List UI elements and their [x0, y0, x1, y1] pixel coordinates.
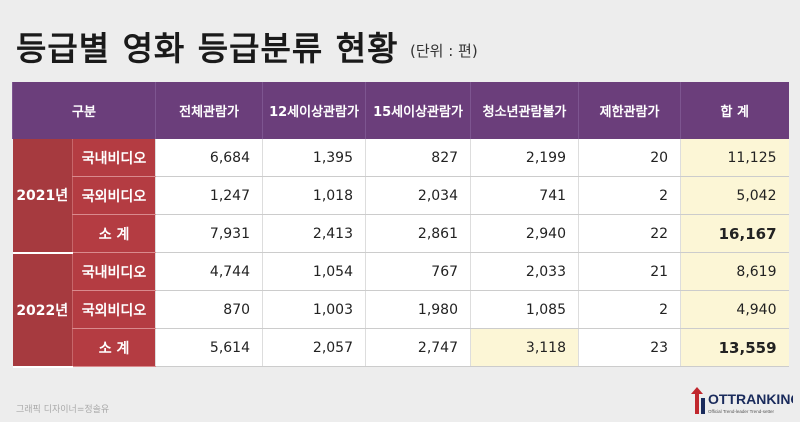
table-cell: 2 [578, 176, 681, 215]
table-row: 국외비디오 870 1,003 1,980 1,085 2 4,940 [13, 290, 789, 329]
table-cell: 1,018 [262, 176, 366, 215]
table-cell: 7,931 [155, 214, 263, 253]
logo-tagline: Official Trend-leader Trend-setter [708, 409, 774, 414]
table-cell: 741 [470, 176, 579, 215]
table-cell: 4,940 [680, 290, 789, 329]
table-cell: 1,395 [262, 139, 366, 177]
column-header: 구분 [11, 82, 156, 139]
column-header: 15세이상관람가 [365, 82, 471, 139]
table-row: 국외비디오 1,247 1,018 2,034 741 2 5,042 [13, 176, 789, 215]
row-label: 소 계 [71, 214, 156, 253]
table-cell: 21 [578, 252, 681, 291]
table-cell: 23 [578, 328, 681, 367]
column-header: 전체관람가 [155, 82, 263, 139]
table-cell: 1,054 [262, 252, 366, 291]
logo-arrow [691, 387, 703, 414]
data-table: 구분 전체관람가 12세이상관람가 15세이상관람가 청소년관람불가 제한관람가 합 계 2… [11, 82, 789, 368]
table-cell: 13,559 [680, 328, 789, 367]
table-cell: 6,684 [155, 139, 263, 177]
table-cell: 2,034 [365, 176, 471, 215]
row-label: 소 계 [71, 328, 156, 367]
table-cell: 11,125 [680, 139, 789, 177]
column-header: 합 계 [680, 82, 789, 139]
table-cell: 1,085 [470, 290, 579, 329]
column-header: 12세이상관람가 [262, 82, 366, 139]
table-cell: 16,167 [680, 214, 789, 253]
table-cell: 2,199 [470, 139, 579, 177]
table-cell: 870 [155, 290, 263, 329]
table-cell: 5,042 [680, 176, 789, 215]
table-row: 소 계 5,614 2,057 2,747 3,118 23 13,559 [13, 328, 789, 367]
table-cell: 767 [365, 252, 471, 291]
table-body: 2021년 국내비디오 6,684 1,395 827 2,199 20 11,125 국외비디… [12, 139, 789, 368]
table-cell: 1,980 [365, 290, 471, 329]
table-cell: 2,940 [470, 214, 579, 253]
table-cell: 2,747 [365, 328, 471, 367]
table-cell: 2,861 [365, 214, 471, 253]
column-header: 청소년관람불가 [470, 82, 579, 139]
table-cell: 827 [365, 139, 471, 177]
year-cell: 2021년 [12, 139, 73, 254]
table-row: 소 계 7,931 2,413 2,861 2,940 22 16,167 [13, 214, 789, 253]
table-cell: 1,247 [155, 176, 263, 215]
table-cell: 5,614 [155, 328, 263, 367]
table-cell: 4,744 [155, 252, 263, 291]
logo-bar [701, 398, 705, 414]
row-label: 국내비디오 [71, 139, 156, 177]
credit: 그래픽 디자이너=정솔유 [16, 405, 110, 415]
table-cell: 2,057 [262, 328, 366, 367]
table-cell: 20 [578, 139, 681, 177]
table-cell: 3,118 [470, 328, 579, 367]
year-cell: 2022년 [12, 252, 73, 368]
column-header: 제한관람가 [578, 82, 681, 139]
logo-text: OTTRANKING [708, 391, 793, 407]
table-cell: 2 [578, 290, 681, 329]
table-cell: 1,003 [262, 290, 366, 329]
table-cell: 2,413 [262, 214, 366, 253]
table-row: 2021년 국내비디오 6,684 1,395 827 2,199 20 11,125 [12, 139, 789, 254]
table-cell: 22 [578, 214, 681, 253]
row-label: 국내비디오 [71, 252, 156, 291]
unit: (단위 : 편) [410, 42, 478, 60]
row-label: 국외비디오 [71, 176, 156, 215]
title: 등급별 영화 등급분류 현황 [16, 29, 399, 68]
row-label: 국외비디오 [71, 290, 156, 329]
logo: OTTRANKING Official Trend-leader Trend-s… [691, 387, 793, 414]
table-row: 2022년 국내비디오 4,744 1,054 767 2,033 21 8,619 [12, 252, 789, 368]
table-cell: 2,033 [470, 252, 579, 291]
table-cell: 8,619 [680, 252, 789, 291]
header-row: 구분 전체관람가 12세이상관람가 15세이상관람가 청소년관람불가 제한관람가 합 계 [11, 82, 789, 139]
